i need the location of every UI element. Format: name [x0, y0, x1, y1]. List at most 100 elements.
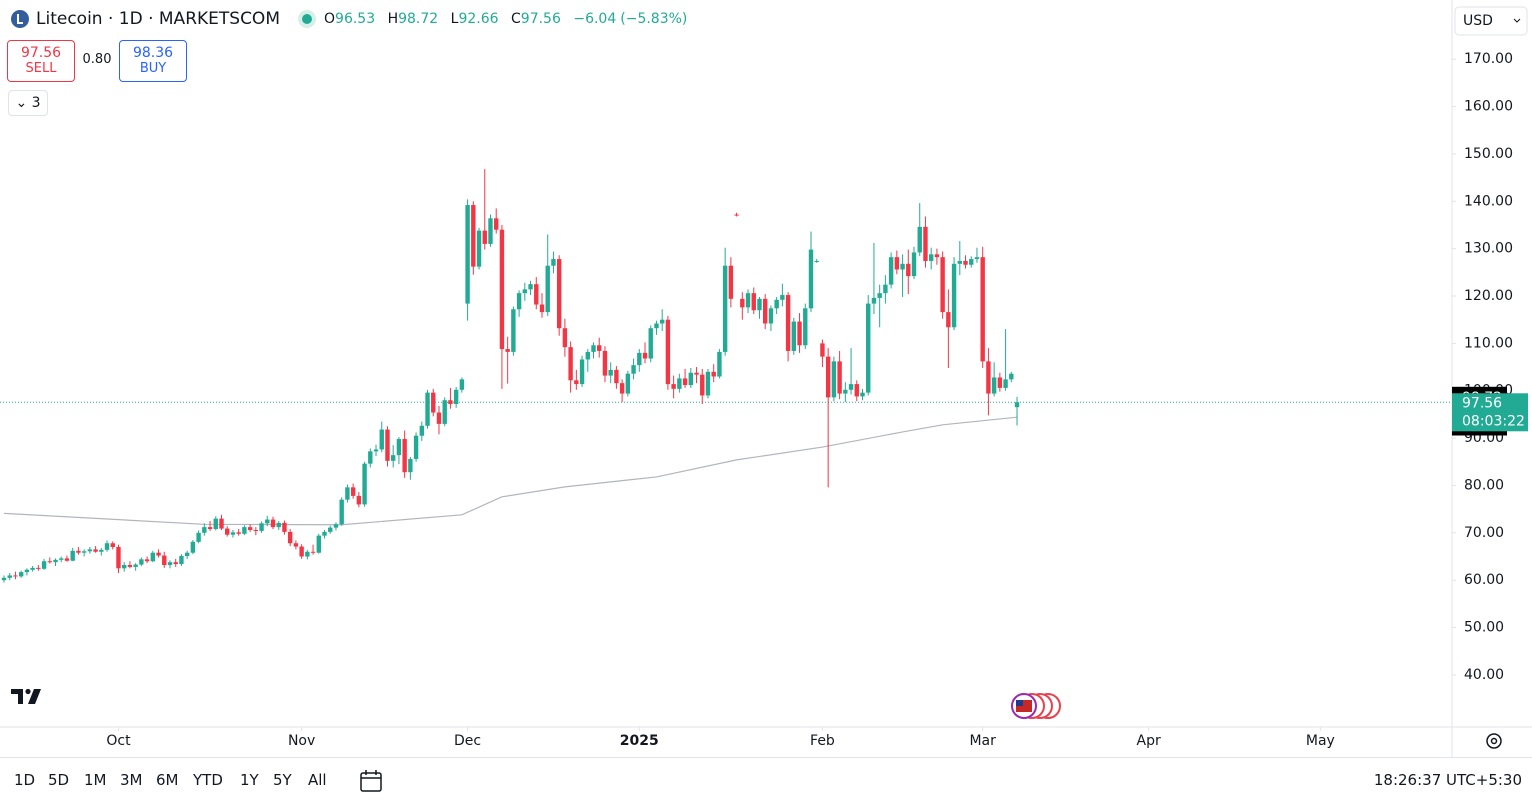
y-tick-label: 140.00: [1464, 193, 1513, 209]
candle-body: [694, 372, 699, 375]
chart: USD 40.0050.0060.0070.0080.0090.00100.00…: [0, 0, 1532, 757]
candle-body: [963, 260, 968, 265]
candle-body: [757, 298, 762, 311]
candle-body: [225, 528, 230, 535]
candle-body: [13, 575, 18, 577]
candle-body: [1003, 379, 1008, 388]
range-button[interactable]: 3M: [120, 771, 143, 789]
range-button[interactable]: 1Y: [240, 771, 259, 789]
y-tick-label: 170.00: [1464, 51, 1513, 67]
events-flags[interactable]: [1011, 693, 1061, 719]
candle-body: [310, 551, 316, 553]
close-value: 97.56: [520, 11, 561, 27]
candle-body: [900, 263, 905, 270]
buy-button[interactable]: 98.36 BUY: [119, 40, 187, 82]
candle-body: [997, 377, 1003, 388]
x-tick-label: May: [1306, 733, 1335, 749]
candle-body: [568, 347, 573, 381]
candle-body: [236, 532, 241, 534]
candle-body: [431, 392, 436, 413]
candle-body: [99, 549, 104, 552]
symbol-title: Litecoin · 1D · MARKETSCOM: [36, 9, 280, 29]
date-range-icon[interactable]: [358, 768, 384, 794]
candle-body: [476, 230, 482, 267]
candle-body: [705, 371, 711, 396]
settings-icon[interactable]: [1486, 733, 1502, 749]
x-tick-label: Nov: [288, 733, 315, 749]
x-tick-label: Feb: [810, 733, 835, 749]
candles: [1, 169, 1020, 583]
y-tick-label: 80.00: [1464, 477, 1504, 493]
candle-body: [453, 389, 459, 404]
candle-body: [791, 321, 797, 351]
range-button[interactable]: 1M: [84, 771, 107, 789]
candle-body: [339, 499, 344, 525]
candle-body: [614, 369, 619, 384]
candle-body: [860, 392, 865, 397]
candle-body: [883, 284, 888, 294]
candle-body: [711, 371, 716, 377]
clock: 18:26:37 UTC+5:30: [1373, 771, 1522, 789]
candle-body: [940, 257, 945, 313]
symbol-header: Litecoin · 1D · MARKETSCOM O96.53 H98.72…: [10, 9, 695, 29]
range-button[interactable]: 5D: [48, 771, 70, 789]
candle-body: [888, 257, 894, 285]
bottom-toolbar: 1D 5D 1M 3M 6M YTD 1Y 5Y All 18:26:37 UTC+5:30: [0, 757, 1532, 805]
high-value: 98.72: [398, 11, 439, 27]
candle-body: [534, 284, 539, 305]
candle-body: [871, 297, 877, 304]
candle-body: [831, 361, 837, 398]
candle-body: [545, 265, 550, 313]
candle-body: [316, 535, 321, 553]
candle-body: [877, 293, 882, 298]
buy-price: 98.36: [132, 45, 174, 61]
candle-body: [93, 549, 98, 552]
candle-body: [494, 218, 499, 230]
x-tick-label: 2025: [620, 733, 659, 749]
change-pct: (−5.83%): [620, 11, 688, 27]
range-button[interactable]: 6M: [156, 771, 179, 789]
candle-body: [36, 567, 41, 569]
candle-body: [190, 541, 196, 553]
candle-body: [825, 356, 831, 398]
candle-body: [219, 518, 224, 529]
y-tick-label: 50.00: [1464, 620, 1504, 636]
candle-body: [1009, 373, 1014, 380]
candle-body: [425, 392, 430, 426]
candle-body: [608, 369, 613, 376]
close-letter: C: [511, 11, 521, 27]
candle-body: [785, 295, 791, 351]
range-button[interactable]: 1D: [14, 771, 36, 789]
candle-body: [202, 527, 207, 533]
candle-body: [894, 257, 900, 270]
range-button[interactable]: All: [308, 771, 327, 789]
candle-body: [837, 361, 842, 394]
candle-body: [866, 303, 871, 393]
candle-body: [47, 561, 52, 563]
spread: 0.80: [82, 52, 112, 67]
candle-body: [345, 487, 350, 500]
candle-body: [946, 312, 951, 328]
candle-body: [854, 384, 859, 397]
range-button[interactable]: YTD: [193, 771, 223, 789]
candle-body: [488, 218, 493, 244]
candle-body: [991, 377, 997, 394]
candle-body: [402, 439, 407, 473]
candle-body: [928, 254, 934, 261]
candle-body: [87, 549, 93, 552]
candle-body: [448, 400, 453, 404]
candle-body: [213, 518, 218, 530]
currency-select[interactable]: USD: [1454, 6, 1528, 36]
x-tick-label: Dec: [454, 733, 481, 749]
candle-body: [803, 308, 808, 346]
open-letter: O: [324, 11, 336, 27]
candle-body: [116, 547, 121, 569]
range-button[interactable]: 5Y: [273, 771, 292, 789]
candle-body: [980, 257, 985, 362]
sell-button[interactable]: 97.56 SELL: [7, 40, 75, 82]
indicators-toggle[interactable]: ⌄ 3: [8, 90, 48, 116]
candle-body: [385, 429, 390, 461]
candle-body: [356, 495, 362, 505]
candle-body: [328, 527, 333, 532]
y-tick-label: 60.00: [1464, 572, 1504, 588]
